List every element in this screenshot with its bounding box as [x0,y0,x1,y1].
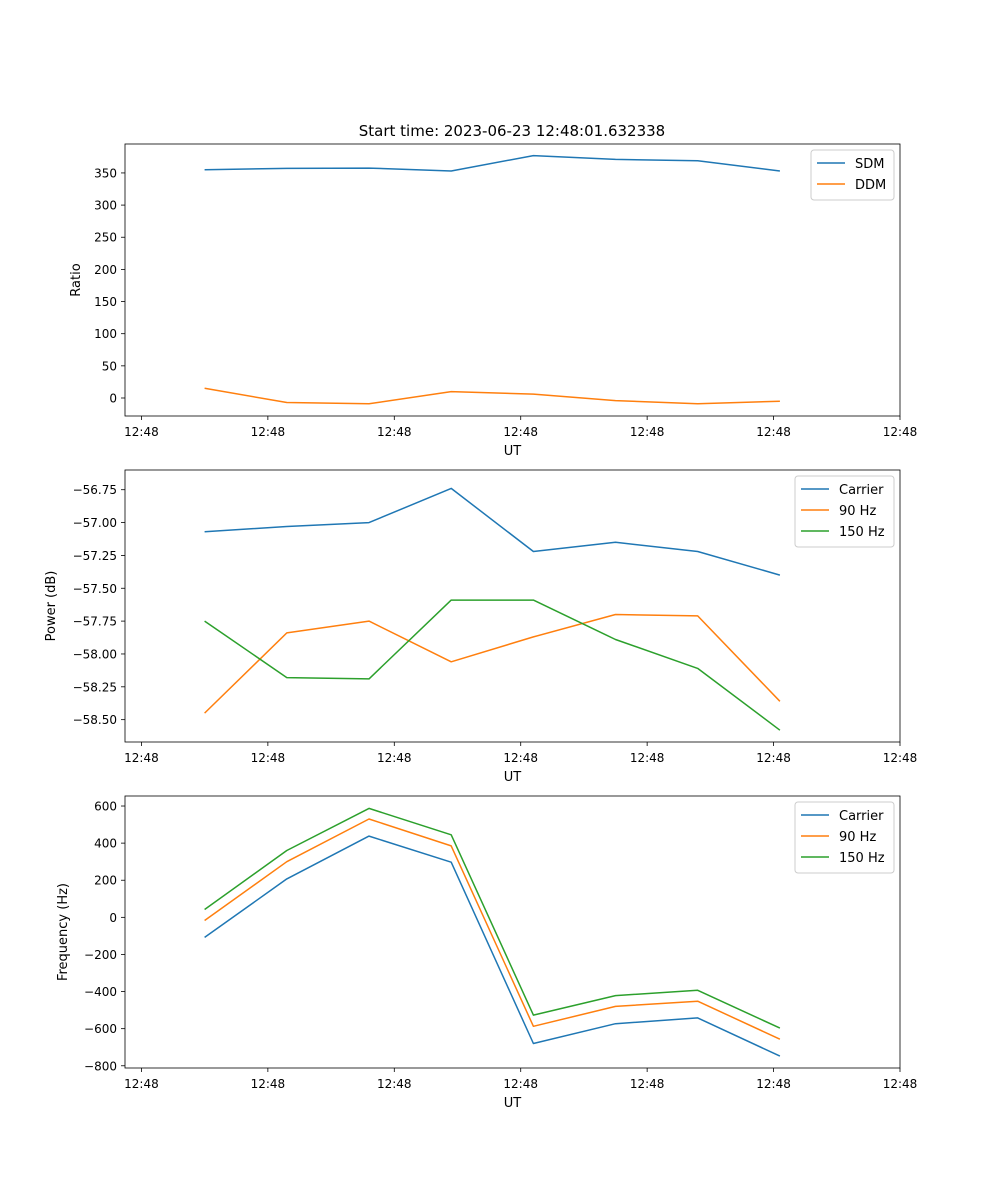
y-axis-label: Ratio [69,263,84,296]
legend: SDM DDM [810,149,895,201]
x-tick-label: 12:48 [756,1077,791,1091]
y-tick-label: 400 [94,837,117,851]
legend: Carrier 90 Hz 150 Hz [794,475,895,548]
y-tick-label: 200 [94,874,117,888]
chart-title: Start time: 2023-06-23 12:48:01.632338 [359,122,665,140]
series-line-90-hz [204,613,781,714]
x-tick-label: 12:48 [124,425,159,439]
legend-label: DDM [855,178,886,193]
x-tick-label: 12:48 [630,425,665,439]
x-tick-label: 12:48 [630,1077,665,1091]
x-tick-label: 12:48 [503,425,538,439]
x-tick-label: 12:48 [251,1077,286,1091]
legend-label: 150 Hz [839,525,885,540]
y-tick-label: −200 [84,948,117,962]
y-tick-label: −600 [84,1022,117,1036]
x-tick-label: 12:48 [251,425,286,439]
legend-label: SDM [855,157,884,172]
power-panel: 12:4812:4812:4812:4812:4812:4812:4812:49… [44,469,918,785]
x-tick-label: 12:48 [503,751,538,765]
y-tick-label: −58.00 [73,647,117,661]
x-tick-label: 12:48 [503,1077,538,1091]
y-tick-label: 250 [94,231,117,245]
y-tick-label: 100 [94,327,117,341]
legend-box [794,475,895,548]
x-tick-label: 12:48 [251,751,286,765]
series-line-sdm [204,154,780,172]
x-tick-label: 12:48 [377,1077,412,1091]
y-tick-label: 350 [94,166,117,180]
x-tick-label: 12:48 [883,1077,918,1091]
series-line-carrier [204,835,781,1057]
x-axis-label: UT [504,770,522,785]
x-tick-label: 12:48 [124,751,159,765]
series-line-ddm [204,387,780,405]
x-tick-label: 12:48 [756,425,791,439]
y-tick-label: −57.25 [73,549,117,563]
y-tick-label: −800 [84,1059,117,1073]
y-tick-label: −400 [84,985,117,999]
y-tick-label: 50 [102,359,117,373]
ratio-panel: 12:4812:4812:4812:4812:4812:4812:4812:49… [69,143,918,459]
x-tick-label: 12:48 [883,425,918,439]
series-line-150-hz [204,599,781,731]
y-tick-label: −56.75 [73,483,117,497]
legend-box [794,801,895,874]
y-tick-label: −58.50 [73,713,117,727]
series-line-carrier [204,487,781,576]
y-axis-label: Frequency (Hz) [56,883,71,981]
y-tick-label: −58.25 [73,680,117,694]
x-tick-label: 12:48 [630,751,665,765]
legend: Carrier 90 Hz 150 Hz [794,801,895,874]
series-line-90-hz [204,818,781,1040]
y-tick-label: 0 [109,391,117,405]
axes-frame [124,143,901,417]
frequency-panel: 12:4812:4812:4812:4812:4812:4812:4812:49… [56,795,918,1111]
y-tick-label: 0 [109,911,117,925]
x-tick-label: 12:48 [883,751,918,765]
y-tick-label: −57.00 [73,516,117,530]
legend-label: 90 Hz [839,504,876,519]
x-tick-label: 12:48 [124,1077,159,1091]
y-tick-label: 150 [94,295,117,309]
x-tick-label: 12:48 [377,751,412,765]
y-tick-label: −57.75 [73,615,117,629]
x-axis-label: UT [504,1096,522,1111]
x-axis-label: UT [504,444,522,459]
axes-frame [124,469,901,743]
legend-label: 150 Hz [839,851,885,866]
legend-label: Carrier [839,809,884,824]
series-line-150-hz [204,807,781,1029]
legend-label: 90 Hz [839,830,876,845]
y-tick-label: 300 [94,199,117,213]
axes-frame [124,795,901,1069]
x-tick-label: 12:48 [756,751,791,765]
x-tick-label: 12:48 [377,425,412,439]
legend-label: Carrier [839,483,884,498]
y-tick-label: 600 [94,800,117,814]
y-tick-label: −57.50 [73,582,117,596]
y-axis-label: Power (dB) [44,571,59,642]
y-tick-label: 200 [94,263,117,277]
